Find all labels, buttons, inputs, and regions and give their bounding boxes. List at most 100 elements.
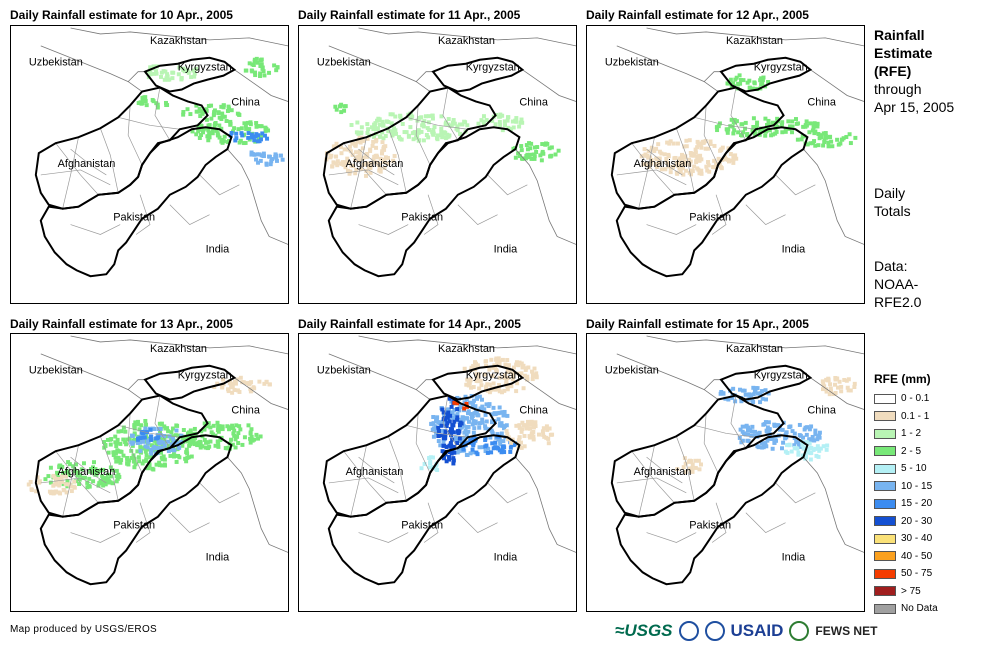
province-boundary [199,482,240,504]
map-label-kazakhstan: Kazakhstan [726,343,783,355]
legend-swatch [874,393,896,404]
partner-logos: ≈USGS USAID FEWS NET [615,619,877,643]
country-boundary [358,335,576,355]
province-boundary [343,450,387,504]
province-boundary [638,445,655,517]
rainfall-patch [26,473,77,496]
title-line-5: Apr 15, 2005 [874,99,955,115]
country-boundary [415,71,434,82]
legend-item: 0 - 0.1 [874,390,938,408]
province-boundary [775,482,816,504]
map-label-kyrgyzstan: Kyrgyzstan [754,62,808,74]
legend-swatch [874,603,896,614]
legend-swatch [874,586,896,597]
province-boundary [70,224,121,235]
legend-label: 0.1 - 1 [901,410,930,422]
province-boundary [40,477,111,494]
province-boundary [55,450,99,504]
province-boundary [646,456,683,484]
country-boundary [810,377,864,410]
rainfall-patch [511,141,561,163]
province-boundary [711,194,727,235]
map-label-kazakhstan: Kazakhstan [438,35,495,47]
map-label-pakistan: Pakistan [401,520,443,532]
legend-swatch [874,568,896,579]
rainfall-map-3: Kazakhstan Uzbekistan Kyrgyzstan China Afgha… [586,25,865,304]
panel-title-5: Daily Rainfall estimate for 14 Apr., 200… [298,317,521,331]
province-boundary [415,413,431,474]
map-label-uzbekistan: Uzbekistan [317,365,371,377]
legend-item: 2 - 5 [874,443,938,461]
province-boundary [70,456,107,484]
map-label-india: India [206,551,231,563]
province-boundary [343,142,387,196]
province-boundary [328,477,399,494]
rainfall-patch [324,135,397,178]
rainfall-patch [462,356,539,395]
rainfall-patch [181,103,242,122]
map-label-uzbekistan: Uzbekistan [29,365,83,377]
province-boundary [487,174,528,196]
legend-swatch [874,551,896,562]
rainfall-patch [675,456,703,474]
map-label-kazakhstan: Kazakhstan [726,35,783,47]
country-boundary [616,353,719,400]
province-boundary [423,502,439,543]
legend-item: > 75 [874,583,938,601]
province-boundary [350,445,367,517]
province-boundary [388,128,407,193]
rainfall-patch [820,375,857,397]
province-boundary [423,194,439,235]
panel-title-1: Daily Rainfall estimate for 10 Apr., 200… [10,8,233,22]
province-boundary [676,436,695,501]
province-boundary [631,142,675,196]
usaid-logo: USAID [730,621,784,640]
legend-swatch [874,498,896,509]
map-label-pakistan: Pakistan [113,212,155,224]
legend-label: 30 - 40 [901,533,933,545]
country-boundary [127,379,146,390]
title-line-1: Rainfall [874,27,925,43]
country-boundary [616,45,719,92]
legend-swatch [874,446,896,457]
country-outline [39,126,233,278]
country-boundary [515,148,576,245]
map-label-uzbekistan: Uzbekistan [29,57,83,69]
province-boundary [487,482,528,504]
province-boundary [358,532,409,543]
legend-item: 20 - 30 [874,513,938,531]
fews-globe-icon [789,621,810,641]
map-credit: Map produced by USGS/EROS [10,624,158,635]
map-label-india: India [206,243,231,255]
country-outline [327,434,521,586]
country-boundary [227,148,288,245]
legend-item: 40 - 50 [874,548,938,566]
rainfall-map-4: Kazakhstan Uzbekistan Kyrgyzstan China Afgha… [10,333,289,612]
country-outline [143,364,237,401]
province-boundary [442,395,459,449]
country-boundary [646,27,864,47]
map-label-kazakhstan: Kazakhstan [438,343,495,355]
province-boundary [55,142,99,196]
map-label-afghanistan: Afghanistan [58,466,116,478]
province-boundary [62,445,79,517]
province-boundary [711,502,727,543]
legend-swatch [874,463,896,474]
title-line-2: Estimate [874,45,933,61]
rainfall-patch [476,112,525,133]
map-label-pakistan: Pakistan [689,520,731,532]
country-outline [719,56,813,93]
province-boundary [745,512,786,533]
map-label-india: India [494,551,519,563]
legend-label: 50 - 75 [901,568,933,580]
panel-title-4: Daily Rainfall estimate for 13 Apr., 200… [10,317,233,331]
country-boundary [234,69,288,102]
data-line-3: RFE2.0 [874,294,922,310]
rainfall-map-5: Kazakhstan Uzbekistan Kyrgyzstan China Afgha… [298,333,577,612]
province-boundary [358,224,409,235]
province-boundary [118,425,180,438]
map-label-china: China [519,96,548,108]
usgs-logo: ≈USGS [615,621,673,640]
country-boundary [810,69,864,102]
title-line-3: (RFE) [874,63,912,79]
